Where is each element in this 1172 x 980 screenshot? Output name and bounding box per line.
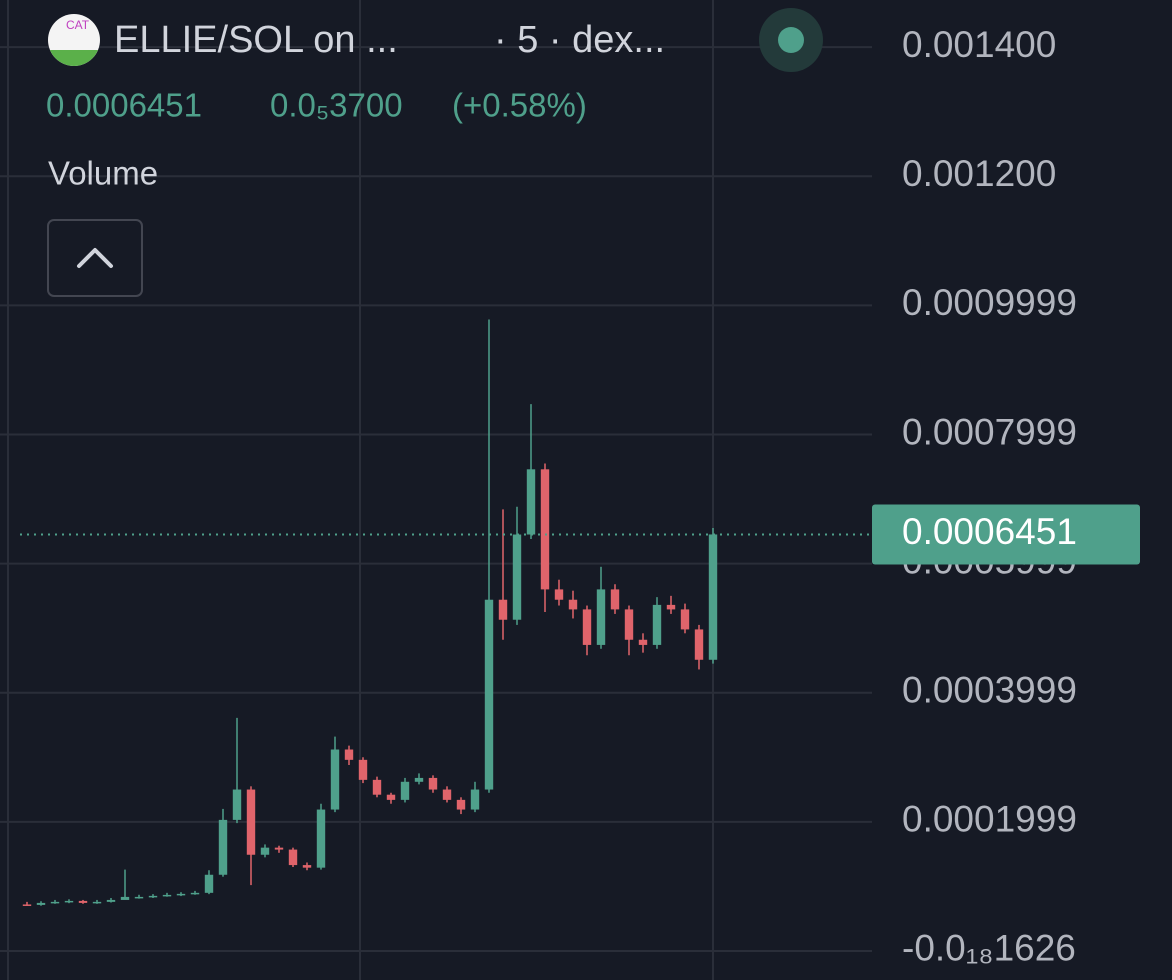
candle-body xyxy=(414,777,424,782)
candle-body xyxy=(316,809,326,868)
candle-body xyxy=(442,789,452,800)
token-logo-text: CAT xyxy=(66,18,90,32)
candle-body xyxy=(694,629,704,660)
candle-body xyxy=(274,847,284,850)
price-change: 0.0₅3700 xyxy=(270,87,403,124)
volume-label: Volume xyxy=(48,155,158,192)
candle-body xyxy=(386,794,396,800)
last-price: 0.0006451 xyxy=(46,87,202,124)
candle-body xyxy=(92,901,102,904)
candle-body xyxy=(64,900,74,903)
candle-body xyxy=(50,901,60,904)
candle-body xyxy=(652,604,662,645)
y-tick-label: 0.0009999 xyxy=(902,282,1077,323)
candle-body xyxy=(190,892,200,895)
candle-body xyxy=(582,609,592,645)
overlay: 0.0014000.0012000.00099990.00079990.0005… xyxy=(20,24,1140,969)
candle-body xyxy=(526,469,536,535)
candle-body xyxy=(204,874,214,893)
candle-body xyxy=(428,777,438,790)
candle-body xyxy=(344,749,354,760)
candle-body xyxy=(302,865,312,868)
token-logo-grass xyxy=(50,50,98,66)
candle-body xyxy=(36,902,46,905)
candle-body xyxy=(246,789,256,855)
candle-body xyxy=(134,896,144,899)
candle-body xyxy=(120,896,130,900)
y-tick-label: 0.0001999 xyxy=(902,799,1077,840)
candle-body xyxy=(624,609,634,640)
collapse-icon xyxy=(77,248,113,268)
status-dot xyxy=(778,27,804,53)
pair-title: ELLIE/SOL on ... xyxy=(114,19,398,61)
grid xyxy=(0,46,872,952)
candle-body xyxy=(638,639,648,645)
candle-body xyxy=(680,609,690,630)
y-tick-label: 0.0003999 xyxy=(902,670,1077,711)
price-change-percent: (+0.58%) xyxy=(452,87,587,124)
candle-body xyxy=(106,899,116,902)
candle-body xyxy=(568,599,578,610)
candle-body xyxy=(484,599,494,790)
collapse-button[interactable] xyxy=(47,219,143,297)
candle-body xyxy=(176,893,186,896)
candle-body xyxy=(512,534,522,620)
candle-body xyxy=(288,849,298,866)
y-tick-label: -0.0₁₈1626 xyxy=(902,928,1076,969)
candle-body xyxy=(554,589,564,600)
candle-body xyxy=(218,819,228,875)
candles xyxy=(22,319,718,906)
candle-body xyxy=(610,589,620,610)
candle-body xyxy=(596,589,606,645)
candle-body xyxy=(358,759,368,780)
candle-body xyxy=(470,789,480,810)
candle-body xyxy=(666,604,676,610)
y-tick-label: 0.001200 xyxy=(902,153,1056,194)
y-tick-label: 0.0007999 xyxy=(902,411,1077,452)
candle-body xyxy=(372,779,382,795)
candle-body xyxy=(78,900,88,903)
candle-body xyxy=(148,895,158,898)
last-price-tag xyxy=(872,504,1140,565)
candle-body xyxy=(708,534,718,660)
candle-body xyxy=(540,469,550,590)
candle-body xyxy=(330,749,340,810)
candle-body xyxy=(498,599,508,620)
candle-body xyxy=(260,847,270,855)
candle-body xyxy=(456,799,466,810)
candle-body xyxy=(22,904,32,906)
pair-subtitle: · 5 · dex... xyxy=(494,19,665,61)
candle-body xyxy=(162,894,172,897)
last-price-tag-label: 0.0006451 xyxy=(902,511,1077,552)
candle-body xyxy=(232,789,242,820)
y-tick-label: 0.001400 xyxy=(902,24,1056,65)
candle-body xyxy=(400,781,410,800)
